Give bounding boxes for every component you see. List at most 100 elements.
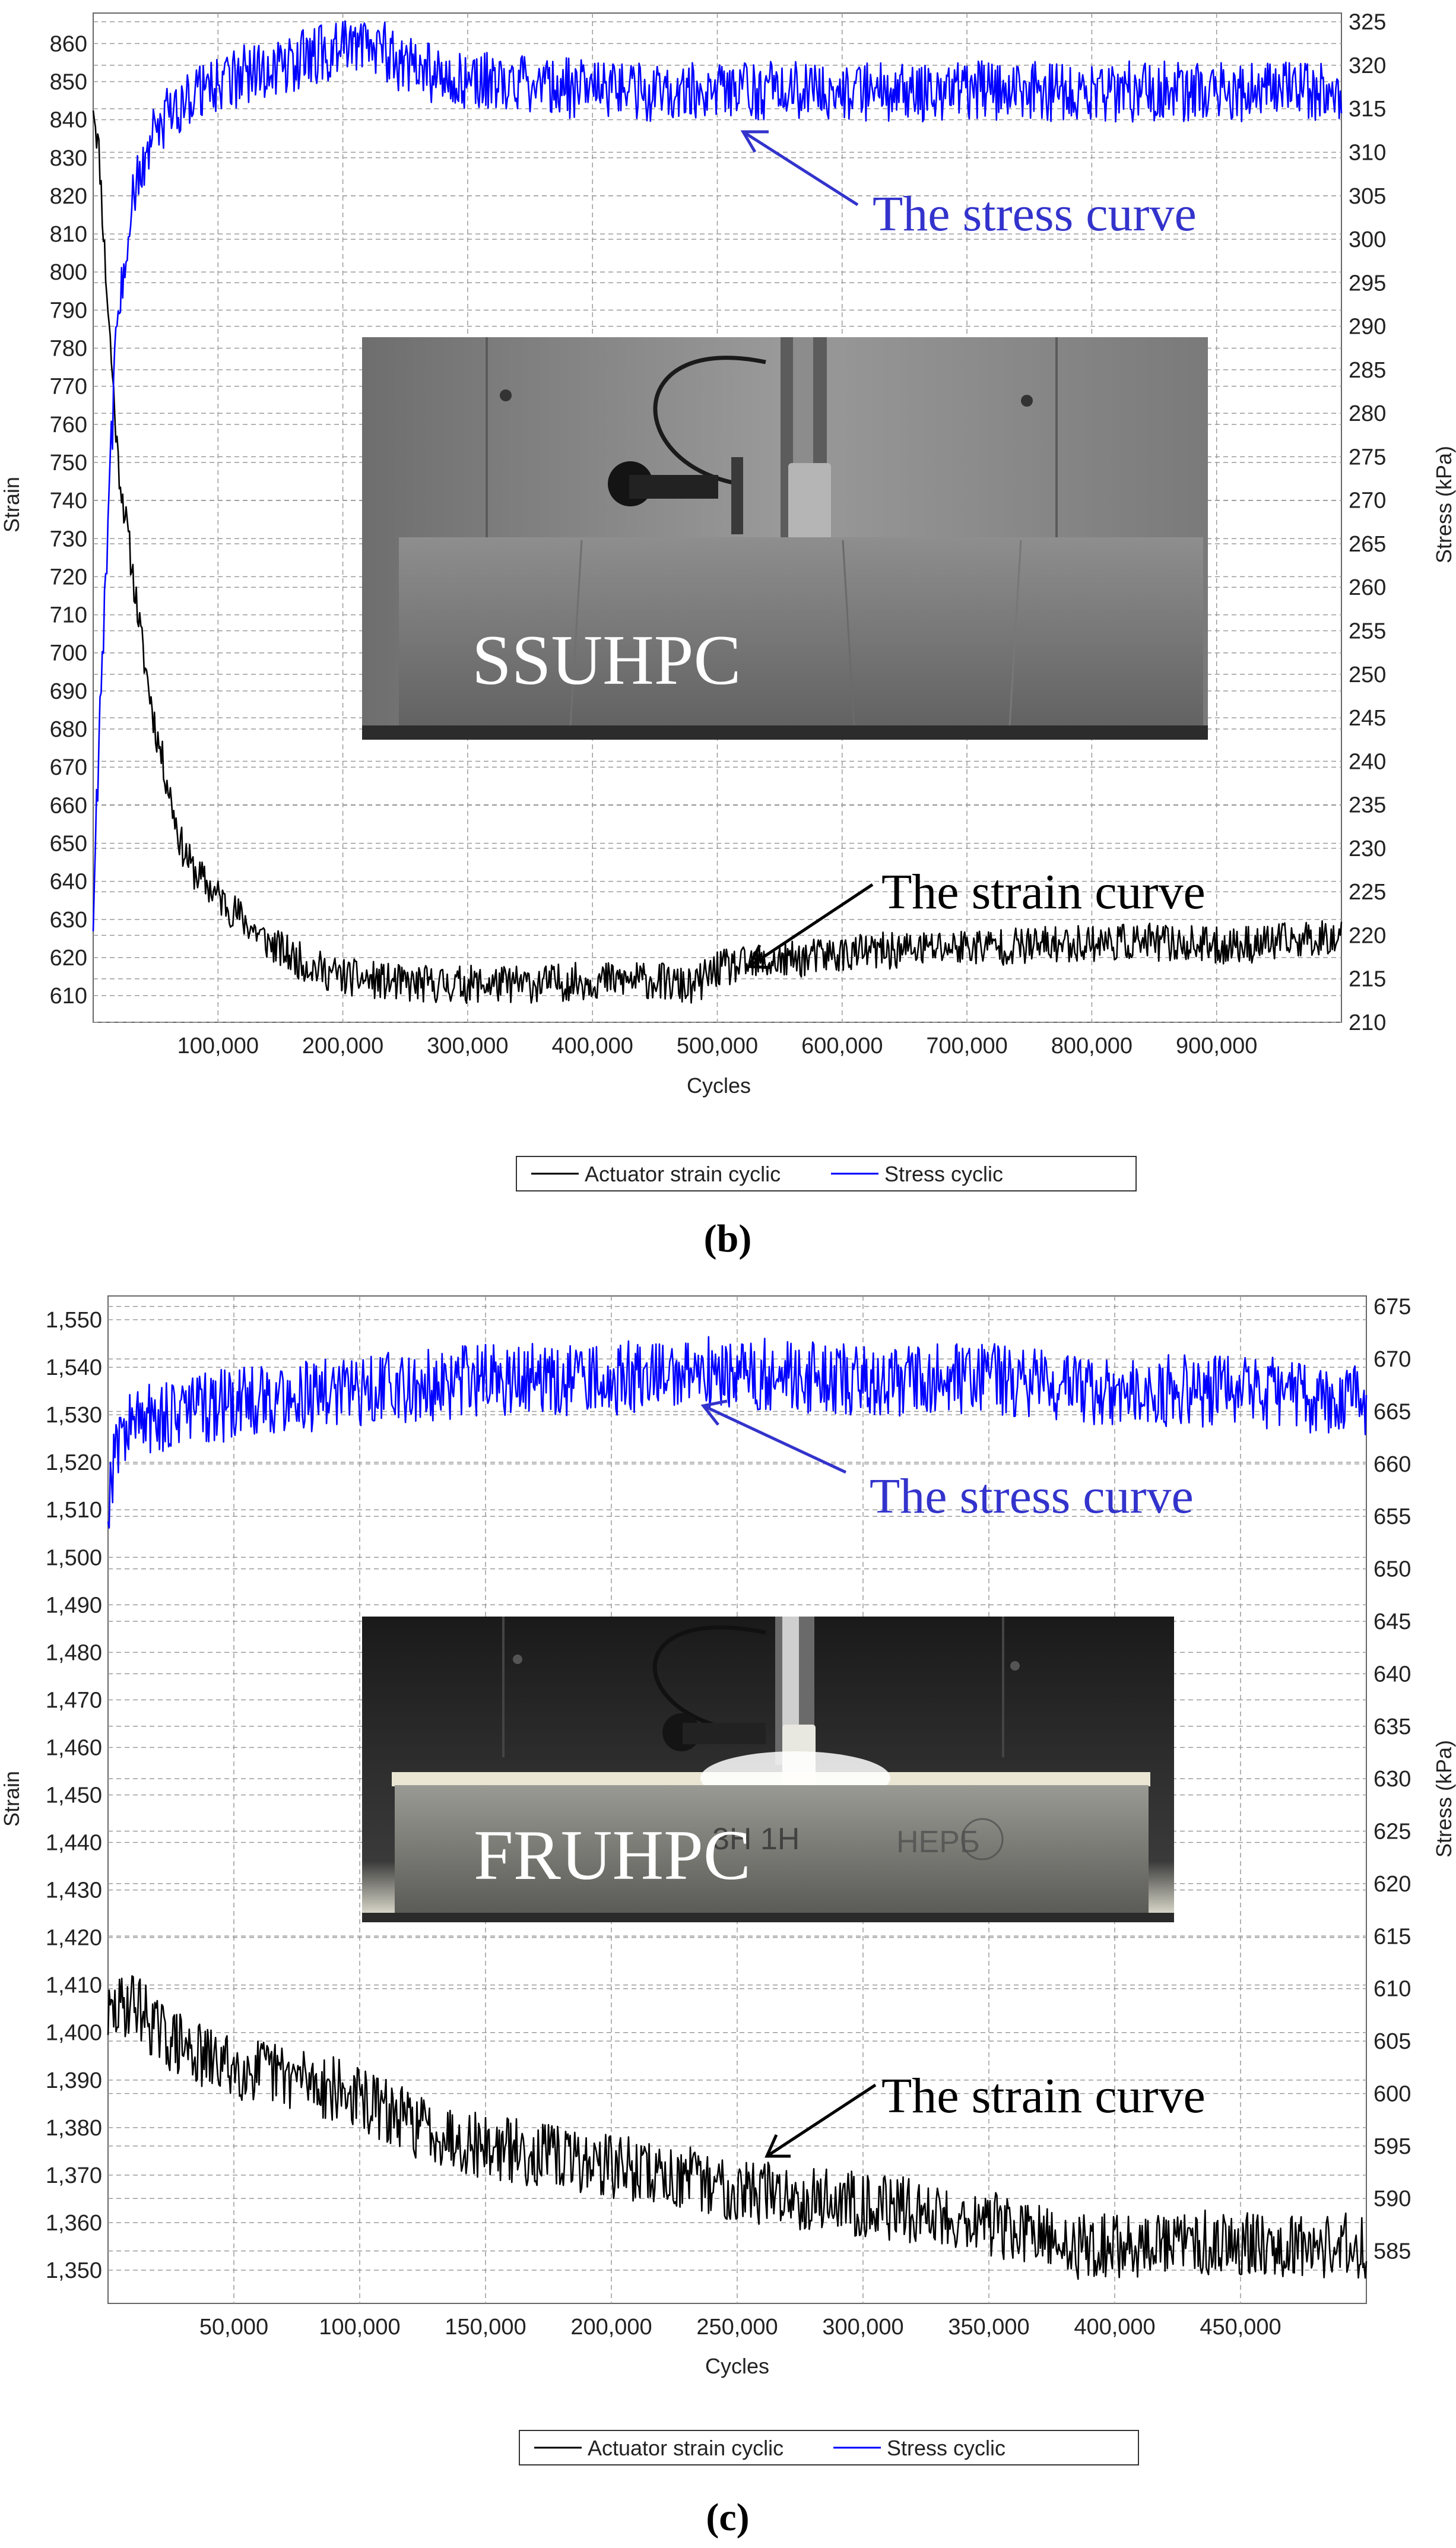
x-axis-label-c: Cycles — [705, 2354, 769, 2378]
y-left-tick-label: 750 — [50, 451, 87, 476]
y-right-tick-label: 275 — [1349, 445, 1386, 470]
annotation-strain-text-b: The strain curve — [881, 864, 1206, 920]
x-tick-label: 400,000 — [552, 1034, 633, 1059]
y-right-tick-label: 210 — [1349, 1010, 1386, 1035]
y-left-tick-label: 710 — [50, 603, 87, 628]
y-axis-left-label-b: Strain — [0, 477, 24, 533]
y-right-tick-label: 635 — [1373, 1714, 1411, 1739]
x-axis-label-b: Cycles — [687, 1073, 751, 1098]
y-right-tick-label: 660 — [1373, 1452, 1411, 1477]
y-right-tick-label: 260 — [1349, 575, 1386, 600]
specimen-label-b: SSUHPC — [472, 620, 741, 699]
x-tick-label: 400,000 — [1074, 2315, 1155, 2340]
y-left-tick-label: 840 — [50, 108, 87, 133]
y-right-tick-label: 670 — [1373, 1347, 1411, 1372]
y-left-tick-label: 1,410 — [46, 1973, 102, 1998]
legend-b: Actuator strain cyclic Stress cyclic — [516, 1156, 1137, 1191]
y-left-tick-label: 1,540 — [46, 1355, 102, 1380]
y-left-tick-label: 1,480 — [46, 1640, 102, 1665]
y-right-tick-label: 290 — [1349, 315, 1386, 340]
y-right-tick-label: 285 — [1349, 358, 1386, 383]
svg-text:3H 1H: 3H 1H — [712, 1822, 800, 1856]
legend-c: Actuator strain cyclic Stress cyclic — [519, 2430, 1139, 2465]
series-line-stress-b — [92, 20, 1343, 931]
y-left-tick-label: 1,390 — [46, 2068, 102, 2093]
x-tick-label: 100,000 — [177, 1034, 259, 1059]
y-left-tick-label: 1,520 — [46, 1450, 102, 1475]
y-right-tick-label: 615 — [1373, 1924, 1411, 1949]
tick-labels-b: 100,000 200,000 300,000 400,000 500,000 600,0… — [50, 10, 1387, 1059]
y-right-tick-label: 300 — [1349, 227, 1386, 252]
y-right-tick-label: 315 — [1349, 97, 1386, 122]
x-tick-label: 200,000 — [302, 1034, 383, 1059]
y-right-tick-label: 240 — [1349, 749, 1386, 774]
annotation-strain-c: The strain curve — [765, 2068, 1206, 2158]
y-left-tick-label: 800 — [50, 260, 87, 285]
y-left-tick-label: 620 — [50, 946, 87, 971]
y-right-tick-label: 675 — [1373, 1295, 1411, 1320]
y-left-tick-label: 700 — [50, 641, 87, 666]
y-axis-right-label-b: Stress (kPa) — [1432, 446, 1456, 563]
y-right-tick-label: 255 — [1349, 619, 1386, 644]
y-right-tick-label: 650 — [1373, 1557, 1411, 1582]
y-left-tick-label: 1,380 — [46, 2116, 102, 2141]
y-right-tick-label: 265 — [1349, 532, 1386, 557]
annotation-strain-text-c: The strain curve — [881, 2068, 1206, 2124]
x-tick-label: 700,000 — [926, 1034, 1007, 1059]
x-tick-label: 500,000 — [677, 1034, 758, 1059]
y-right-tick-label: 220 — [1349, 923, 1386, 948]
y-left-tick-label: 850 — [50, 69, 87, 94]
y-right-tick-label: 630 — [1373, 1767, 1411, 1792]
x-tick-label: 50,000 — [199, 2315, 268, 2340]
y-left-tick-label: 660 — [50, 793, 87, 818]
x-tick-label: 250,000 — [696, 2315, 778, 2340]
x-tick-label: 450,000 — [1200, 2315, 1281, 2340]
y-left-tick-label: 790 — [50, 298, 87, 323]
y-left-tick-label: 1,400 — [46, 2021, 102, 2046]
caption-c: (c) — [706, 2496, 749, 2539]
annotation-stress-c: The stress curve — [700, 1399, 1194, 1524]
y-left-tick-label: 820 — [50, 184, 87, 209]
y-left-tick-label: 810 — [50, 222, 87, 247]
y-left-tick-label: 690 — [50, 679, 87, 704]
y-axis-left-label-c: Strain — [0, 1771, 24, 1827]
y-right-tick-label: 595 — [1373, 2134, 1411, 2159]
y-right-tick-label: 625 — [1373, 1820, 1411, 1845]
y-right-tick-label: 640 — [1373, 1662, 1411, 1687]
y-left-tick-label: 1,350 — [46, 2258, 102, 2283]
y-right-tick-label: 280 — [1349, 401, 1386, 426]
specimen-photo-b: SSUHPC — [362, 337, 1208, 740]
y-left-tick-label: 680 — [50, 717, 87, 742]
legend-strain-b: Actuator strain cyclic — [585, 1162, 781, 1186]
y-right-tick-label: 215 — [1349, 967, 1386, 992]
y-right-tick-label: 590 — [1373, 2186, 1411, 2211]
series-line-strain-b — [92, 110, 1343, 1004]
y-left-tick-label: 1,360 — [46, 2211, 102, 2236]
y-right-tick-label: 310 — [1349, 140, 1386, 165]
legend-strain-c: Actuator strain cyclic — [588, 2436, 783, 2460]
annotation-stress-b: The stress curve — [740, 130, 1197, 242]
y-right-tick-label: 295 — [1349, 271, 1386, 296]
y-right-tick-label: 305 — [1349, 184, 1386, 209]
legend-stress-b: Stress cyclic — [884, 1162, 1003, 1186]
y-right-tick-label: 230 — [1349, 836, 1386, 861]
x-tick-label: 200,000 — [570, 2315, 652, 2340]
y-right-tick-label: 225 — [1349, 880, 1386, 905]
specimen-label-c: FRUHPC — [474, 1815, 751, 1894]
chart-panel-b: SSUHPC 100,000 200,000 300,000 400,000 500,0… — [0, 10, 1456, 1260]
y-right-tick-label: 235 — [1349, 793, 1386, 818]
y-right-tick-label: 655 — [1373, 1504, 1411, 1529]
y-right-tick-label: 605 — [1373, 2029, 1411, 2054]
y-left-tick-label: 1,440 — [46, 1831, 102, 1856]
series-group-c — [107, 1336, 1368, 2280]
caption-b: (b) — [704, 1217, 752, 1260]
x-tick-label: 350,000 — [948, 2315, 1029, 2340]
y-left-tick-label: 1,550 — [46, 1308, 102, 1333]
y-left-tick-label: 780 — [50, 337, 87, 362]
y-right-tick-label: 325 — [1349, 10, 1386, 35]
y-right-tick-label: 645 — [1373, 1609, 1411, 1634]
y-right-tick-label: 270 — [1349, 489, 1386, 514]
annotation-stress-text-c: The stress curve — [870, 1469, 1194, 1524]
y-left-tick-label: 1,490 — [46, 1593, 102, 1618]
y-right-tick-label: 585 — [1373, 2239, 1411, 2264]
